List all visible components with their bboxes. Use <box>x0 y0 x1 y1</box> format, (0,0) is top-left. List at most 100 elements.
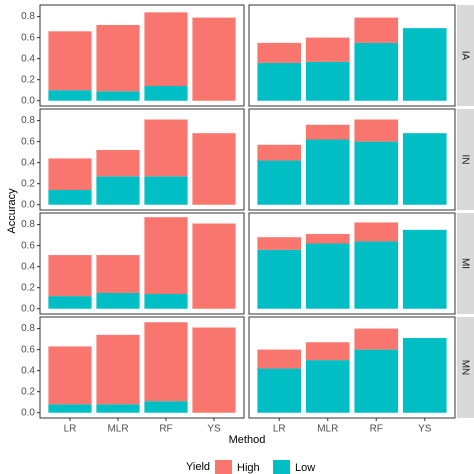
y-tick-label: 0.6 <box>21 136 35 147</box>
bar-segment <box>144 294 188 309</box>
panel-border <box>39 4 245 107</box>
facet-strip <box>457 109 474 210</box>
bar-segment <box>305 124 350 140</box>
facet-strip <box>457 317 474 418</box>
facet-label: IA <box>459 51 470 61</box>
bar-segment <box>257 237 302 250</box>
panel-border <box>39 212 245 315</box>
y-tick-label: 0.2 <box>21 178 35 189</box>
legend-title: Yield <box>186 461 210 473</box>
panel-border <box>248 108 456 211</box>
x-tick-label: YS <box>418 424 432 435</box>
bar-segment <box>257 368 302 413</box>
bar-segment <box>144 217 188 295</box>
panel-border <box>248 4 456 107</box>
facet-strip <box>457 5 474 106</box>
x-tick-label: RF <box>159 424 172 435</box>
bar-segment <box>257 62 302 101</box>
bar-segment <box>257 349 302 369</box>
bar-segment <box>257 42 302 63</box>
bar-segment <box>96 24 140 92</box>
bar-segment <box>305 243 350 309</box>
x-tick-label: MLR <box>107 424 128 435</box>
x-tick-label: LR <box>273 424 286 435</box>
bar-segment <box>144 119 188 177</box>
bar-segment <box>192 133 236 205</box>
facet-strip <box>457 213 474 314</box>
bar-segment <box>402 229 447 309</box>
y-tick-label: 0.6 <box>21 32 35 43</box>
bar-segment <box>144 86 188 101</box>
bar-segment <box>96 334 140 405</box>
y-tick-label: 0.2 <box>21 282 35 293</box>
y-tick-label: 0.0 <box>21 95 35 106</box>
bar-segment <box>402 28 447 101</box>
panel-border <box>39 316 245 419</box>
bar-segment <box>354 349 399 413</box>
legend-key <box>215 460 232 474</box>
bar-segment <box>96 404 140 413</box>
y-tick-label: 0.2 <box>21 386 35 397</box>
y-tick-label: 0.8 <box>21 323 35 334</box>
bar-segment <box>354 42 399 101</box>
y-axis-label: Accuracy <box>6 188 18 234</box>
bar-segment <box>354 17 399 43</box>
x-tick-label: RF <box>370 424 383 435</box>
y-tick-label: 0.2 <box>21 74 35 85</box>
facet-label: IN <box>459 155 470 165</box>
bar-segment <box>354 119 399 142</box>
bar-segment <box>257 144 302 161</box>
y-tick-label: 0.8 <box>21 219 35 230</box>
y-tick-label: 0.4 <box>21 261 35 272</box>
bar-segment <box>48 190 92 205</box>
y-tick-label: 0.0 <box>21 303 35 314</box>
facet-label: MI <box>459 258 470 269</box>
y-tick-label: 0.4 <box>21 365 35 376</box>
y-tick-label: 0.8 <box>21 115 35 126</box>
y-tick-label: 0.8 <box>21 11 35 22</box>
bar-segment <box>48 158 92 191</box>
y-tick-label: 0.6 <box>21 344 35 355</box>
panel-border <box>248 316 456 419</box>
bar-segment <box>354 141 399 205</box>
y-tick-label: 0.4 <box>21 53 35 64</box>
legend-key <box>273 460 290 474</box>
y-tick-label: 0.0 <box>21 199 35 210</box>
bar-segment <box>96 176 140 205</box>
bar-segment <box>305 360 350 413</box>
bar-segment <box>96 91 140 101</box>
bar-segment <box>48 90 92 101</box>
bar-segment <box>354 241 399 309</box>
bar-segment <box>305 37 350 62</box>
bar-segment <box>48 296 92 309</box>
bar-segment <box>305 139 350 205</box>
bar-segment <box>192 17 236 101</box>
bar-segment <box>305 234 350 244</box>
bar-segment <box>257 160 302 205</box>
y-tick-label: 0.6 <box>21 240 35 251</box>
bar-segment <box>354 222 399 242</box>
bar-segment <box>305 61 350 101</box>
bar-segment <box>144 322 188 402</box>
bar-segment <box>96 255 140 293</box>
legend-label: High <box>237 462 260 474</box>
bar-segment <box>305 342 350 361</box>
bar-segment <box>48 255 92 297</box>
bar-segment <box>48 346 92 405</box>
bar-segment <box>144 12 188 87</box>
x-axis-label: Method <box>229 434 266 446</box>
bar-segment <box>48 31 92 91</box>
bar-segment <box>144 401 188 413</box>
x-tick-label: LR <box>64 424 77 435</box>
panel-border <box>39 108 245 211</box>
y-tick-label: 0.4 <box>21 157 35 168</box>
bar-segment <box>402 133 447 205</box>
bar-segment <box>192 327 236 413</box>
facet-label: MN <box>459 360 470 376</box>
bar-segment <box>96 292 140 309</box>
bar-segment <box>257 249 302 309</box>
bar-segment <box>402 338 447 413</box>
bar-segment <box>144 176 188 205</box>
bar-segment <box>48 404 92 413</box>
